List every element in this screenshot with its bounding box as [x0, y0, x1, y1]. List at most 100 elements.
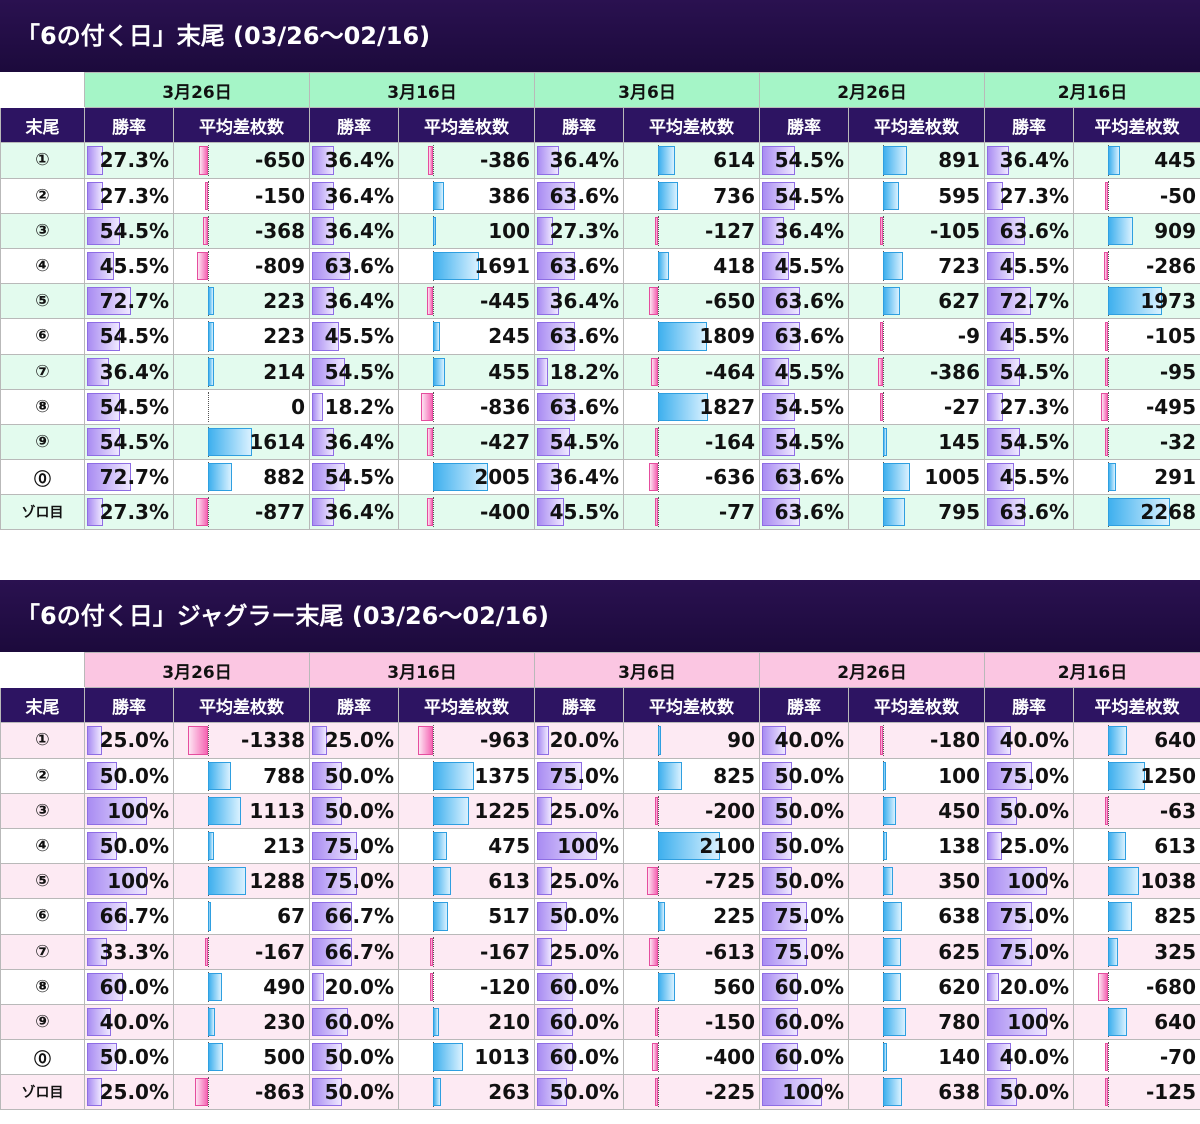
win-rate-cell: 50.0% — [759, 792, 850, 829]
negative-diff-bar — [199, 146, 208, 175]
table-section-juggler: 「6の付く日」ジャグラー末尾 (03/26〜02/16) 3月26日 3月16日… — [0, 580, 1200, 1111]
win-rate-cell: 54.5% — [984, 423, 1075, 461]
win-rate-value: 27.3% — [99, 183, 169, 208]
win-rate-value: 63.6% — [549, 324, 619, 349]
win-rate-value: 25.0% — [324, 728, 394, 753]
win-rate-value: 75.0% — [999, 904, 1070, 929]
avg-diff-value: 450 — [938, 798, 981, 823]
win-rate-value: 63.6% — [324, 253, 394, 278]
row-label: ⑥ — [0, 318, 85, 355]
diff-header: 平均差枚数 — [622, 687, 761, 724]
win-rate-value: 60.0% — [324, 1009, 394, 1034]
win-rate-bar — [762, 216, 785, 245]
table-row: ⑧ 60.0% 490 20.0% -120 60.0% 560 60.0% 620 20.0% -… — [0, 968, 1200, 1005]
positive-diff-bar — [433, 867, 451, 896]
win-rate-value: 100% — [557, 833, 619, 858]
avg-diff-cell: -863 — [173, 1074, 310, 1111]
avg-diff-cell: 475 — [398, 827, 535, 865]
avg-diff-value: -386 — [479, 148, 530, 173]
avg-diff-value: -50 — [1159, 183, 1197, 208]
positive-diff-bar — [883, 181, 900, 210]
win-rate-cell: 60.0% — [534, 968, 624, 1005]
rate-header: 勝率 — [309, 687, 399, 724]
win-rate-cell: 54.5% — [759, 388, 850, 425]
zero-axis — [883, 725, 885, 756]
win-rate-value: 27.3% — [549, 218, 619, 243]
negative-diff-bar — [188, 726, 208, 755]
win-rate-cell: 60.0% — [309, 1003, 399, 1041]
avg-diff-cell: 386 — [398, 177, 535, 214]
win-rate-cell: 50.0% — [84, 827, 174, 865]
win-rate-cell: 40.0% — [984, 722, 1075, 759]
negative-diff-bar — [1105, 796, 1109, 825]
win-rate-bar — [537, 831, 597, 861]
avg-diff-value: -150 — [704, 1009, 756, 1034]
avg-diff-value: 788 — [263, 763, 305, 788]
win-rate-bar — [537, 796, 552, 825]
win-rate-cell: 63.6% — [534, 318, 624, 355]
avg-diff-value: 490 — [263, 974, 305, 999]
win-rate-value: 25.0% — [99, 1080, 169, 1105]
win-rate-bar — [987, 427, 1021, 457]
zero-axis — [658, 356, 659, 387]
positive-diff-bar — [208, 357, 214, 386]
win-rate-cell: 75.0% — [309, 827, 399, 865]
avg-diff-value: -680 — [1145, 974, 1197, 999]
win-rate-cell: 63.6% — [309, 247, 399, 285]
avg-diff-value: -636 — [704, 465, 756, 490]
avg-diff-cell: -27 — [848, 388, 986, 425]
positive-diff-bar — [208, 287, 214, 316]
avg-diff-value: 614 — [713, 148, 756, 173]
positive-diff-bar — [883, 831, 888, 861]
win-rate-bar — [312, 867, 357, 896]
win-rate-value: 50.0% — [774, 833, 845, 858]
zero-axis — [1108, 180, 1110, 211]
avg-diff-value: 455 — [488, 359, 530, 384]
avg-diff-cell: 455 — [398, 353, 535, 390]
avg-diff-cell: 780 — [848, 1003, 986, 1041]
win-rate-bar — [87, 867, 147, 896]
zero-axis — [208, 215, 209, 246]
negative-diff-bar — [1105, 322, 1109, 351]
win-rate-cell: 54.5% — [534, 423, 624, 461]
zero-axis — [433, 971, 434, 1002]
win-rate-value: 36.4% — [774, 218, 845, 243]
win-rate-value: 100% — [107, 798, 169, 823]
avg-diff-cell: -286 — [1073, 247, 1200, 285]
avg-diff-value: 230 — [263, 1009, 305, 1034]
date-header: 2月16日 — [984, 71, 1200, 109]
win-rate-value: 63.6% — [549, 253, 619, 278]
win-rate-bar — [762, 427, 796, 457]
win-rate-value: 100% — [107, 869, 169, 894]
avg-diff-cell: 638 — [848, 1074, 986, 1111]
avg-diff-value: -105 — [1145, 324, 1197, 349]
zero-axis — [208, 1077, 209, 1108]
zero-axis — [208, 725, 209, 756]
win-rate-cell: 66.7% — [309, 898, 399, 935]
positive-diff-bar — [883, 972, 902, 1001]
rate-header: 勝率 — [534, 107, 624, 144]
positive-diff-bar — [1108, 831, 1127, 861]
win-rate-cell: 50.0% — [84, 1039, 174, 1076]
win-rate-value: 63.6% — [549, 183, 619, 208]
avg-diff-cell: 1005 — [848, 459, 986, 496]
avg-diff-cell: 214 — [173, 353, 310, 390]
positive-diff-bar — [883, 1043, 888, 1072]
positive-diff-bar — [883, 761, 887, 790]
avg-diff-value: -400 — [704, 1045, 756, 1070]
positive-diff-bar — [883, 498, 906, 527]
positive-diff-bar — [1108, 761, 1146, 790]
avg-diff-cell: -180 — [848, 722, 986, 759]
date-header-row: 3月26日 3月16日 3月6日 2月26日 2月16日 — [0, 71, 1200, 109]
avg-diff-value: 613 — [488, 869, 530, 894]
positive-diff-bar — [883, 427, 888, 457]
positive-diff-bar — [208, 761, 231, 790]
avg-diff-cell: 723 — [848, 247, 986, 285]
win-rate-cell: 45.5% — [984, 459, 1075, 496]
win-rate-value: 36.4% — [324, 289, 394, 314]
win-rate-value: 36.4% — [549, 289, 619, 314]
win-rate-value: 20.0% — [549, 728, 619, 753]
win-rate-value: 54.5% — [324, 359, 394, 384]
win-rate-cell: 60.0% — [534, 1003, 624, 1041]
negative-diff-bar — [197, 251, 208, 281]
